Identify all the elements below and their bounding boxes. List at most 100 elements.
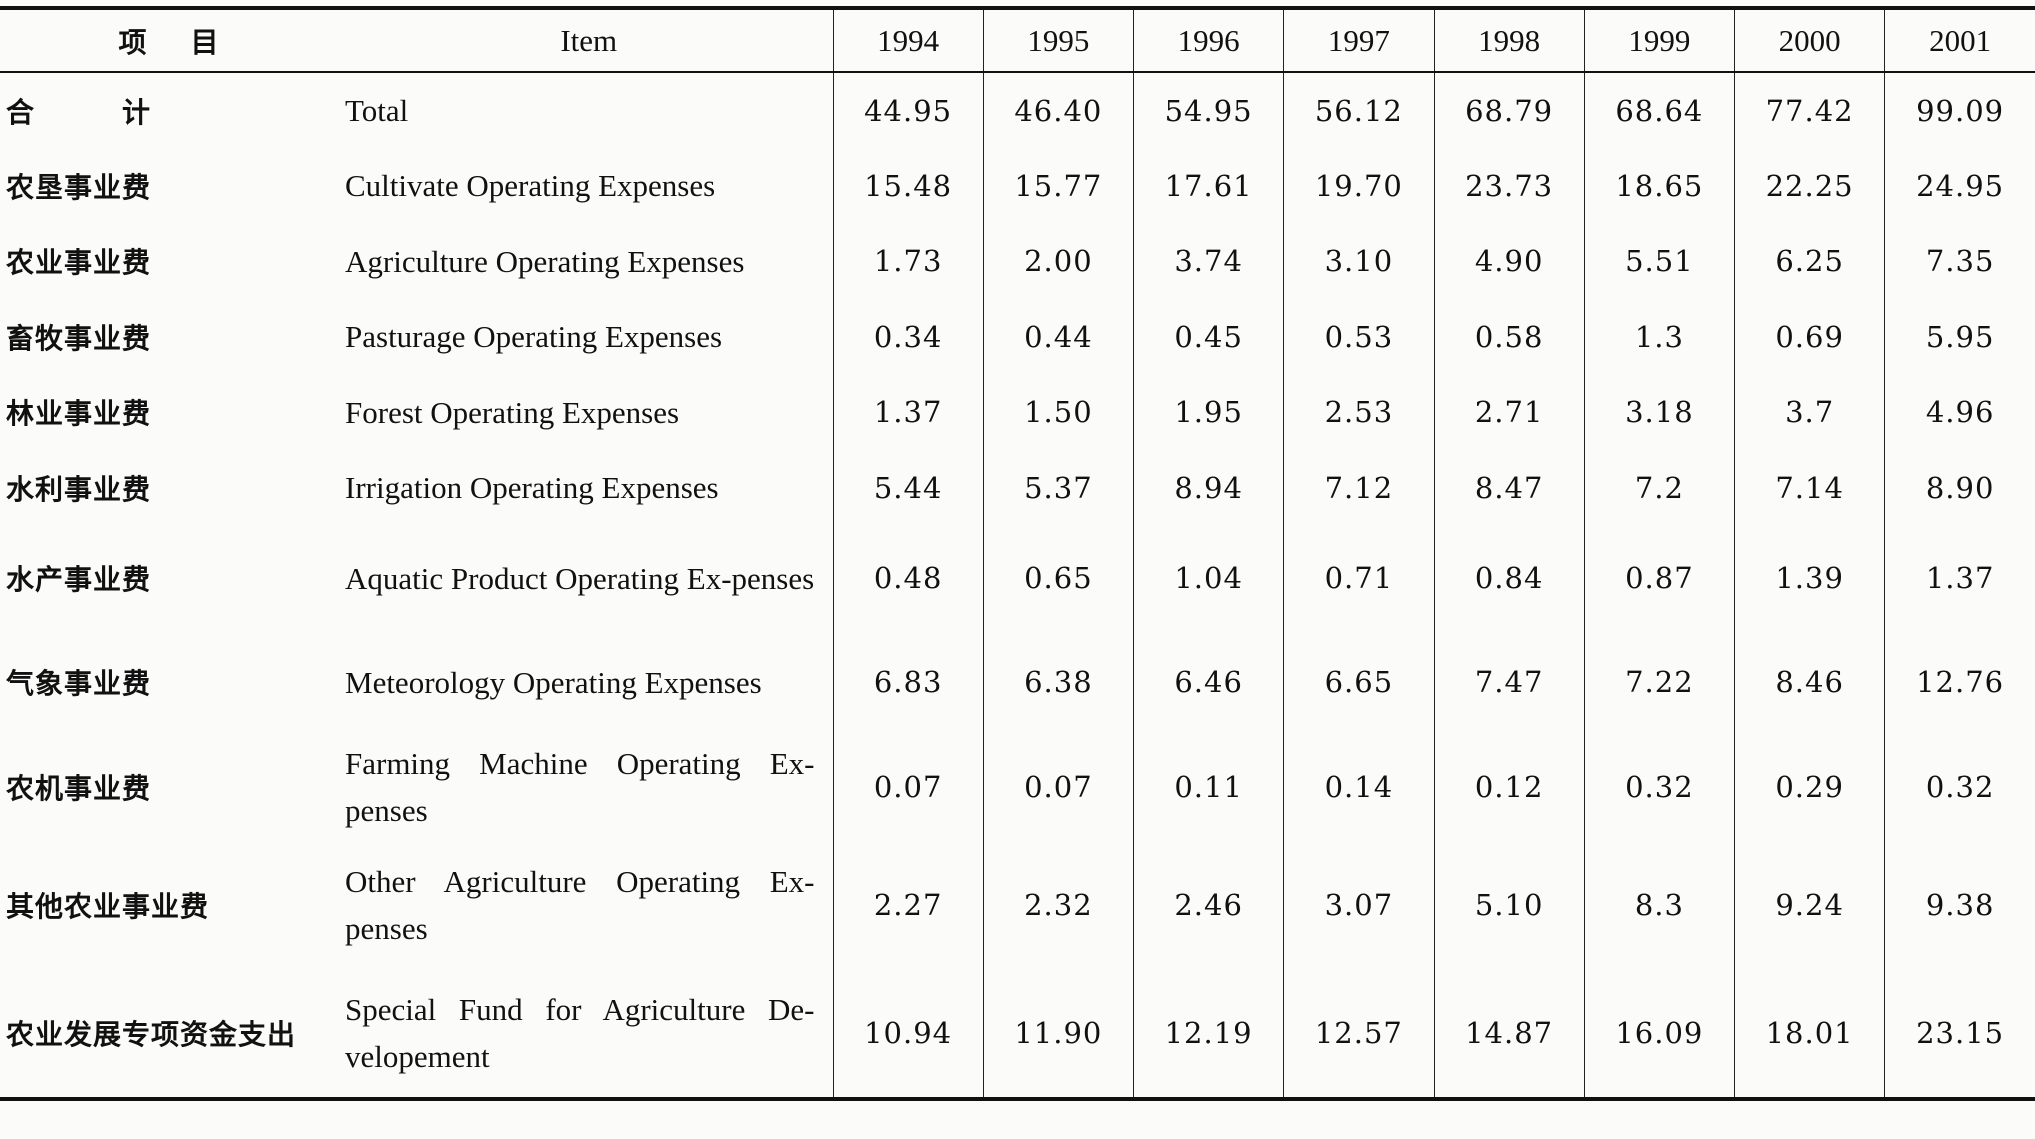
value-cell: 7.35	[1884, 223, 2035, 299]
row-en-label: Farming Machine Operating Ex-penses	[345, 746, 815, 828]
value-cell: 17.61	[1132, 148, 1284, 223]
value-cell: 7.22	[1583, 631, 1735, 733]
value-cell: 1.37	[1884, 525, 2035, 631]
value-cell: 0.32	[1583, 733, 1735, 841]
value-cell: 6.25	[1733, 223, 1885, 299]
value-cell: 15.77	[982, 148, 1134, 223]
row-zh-label: 畜牧事业费	[6, 321, 152, 355]
table-row: 合 计 Total 44.95 46.40 54.95 56.12 68.79 …	[0, 72, 2035, 148]
value-cell: 22.25	[1733, 148, 1885, 223]
value-cell: 0.48	[832, 525, 984, 631]
value-cell: 3.07	[1283, 841, 1434, 969]
value-cell: 2.71	[1433, 374, 1585, 450]
value-cell: 6.46	[1132, 631, 1284, 733]
value-cell: 8.47	[1433, 450, 1585, 525]
value-cell: 24.95	[1884, 148, 2035, 223]
row-zh-label: 其他农业事业费	[6, 890, 210, 923]
row-en-label: Other Agriculture Operating Ex-penses	[345, 864, 815, 946]
value-cell: 2.27	[832, 841, 984, 969]
value-cell: 1.50	[982, 374, 1134, 450]
header-year: 1995	[982, 6, 1134, 73]
value-cell: 0.44	[982, 299, 1134, 374]
value-cell: 0.34	[832, 299, 984, 374]
value-cell: 0.12	[1433, 733, 1585, 841]
value-cell: 18.65	[1583, 148, 1735, 223]
value-cell: 46.40	[982, 72, 1134, 148]
value-cell: 0.29	[1733, 733, 1885, 841]
value-cell: 68.64	[1583, 72, 1735, 148]
table-row: 农业发展专项资金支出 Special Fund for Agriculture …	[0, 969, 2035, 1101]
table-row: 林业事业费 Forest Operating Expenses 1.37 1.5…	[0, 374, 2035, 450]
value-cell: 1.39	[1733, 525, 1885, 631]
value-cell: 0.07	[832, 733, 984, 841]
value-cell: 54.95	[1132, 72, 1284, 148]
header-year: 1994	[832, 6, 984, 73]
value-cell: 3.10	[1283, 223, 1434, 299]
value-cell: 2.53	[1283, 374, 1434, 450]
header-year: 2000	[1733, 6, 1885, 73]
value-cell: 7.47	[1433, 631, 1585, 733]
table-row: 气象事业费 Meteorology Operating Expenses 6.8…	[0, 631, 2035, 733]
value-cell: 44.95	[832, 72, 984, 148]
expenses-table: 项 目 Item 1994 1995 1996 1997 1998 1999 2…	[0, 6, 2035, 1101]
row-zh-label: 水产事业费	[6, 563, 152, 596]
value-cell: 1.73	[832, 223, 984, 299]
value-cell: 5.95	[1884, 299, 2035, 374]
value-cell: 0.69	[1733, 299, 1885, 374]
value-cell: 9.24	[1733, 841, 1885, 969]
value-cell: 1.3	[1583, 299, 1735, 374]
row-en-label: Forest Operating Expenses	[345, 394, 680, 430]
value-cell: 12.76	[1884, 631, 2035, 733]
header-year: 2001	[1884, 6, 2035, 73]
value-cell: 8.94	[1132, 450, 1284, 525]
value-cell: 4.96	[1884, 374, 2035, 450]
value-cell: 19.70	[1283, 148, 1434, 223]
value-cell: 0.87	[1583, 525, 1735, 631]
table-row: 水产事业费 Aquatic Product Operating Ex-pense…	[0, 525, 2035, 631]
table-row: 农垦事业费 Cultivate Operating Expenses 15.48…	[0, 148, 2035, 223]
value-cell: 1.37	[832, 374, 984, 450]
row-en-label: Cultivate Operating Expenses	[345, 168, 716, 203]
header-year: 1999	[1583, 6, 1735, 73]
value-cell: 10.94	[832, 969, 984, 1101]
value-cell: 7.14	[1733, 450, 1885, 525]
table-row: 水利事业费 Irrigation Operating Expenses 5.44…	[0, 450, 2035, 525]
value-cell: 6.65	[1283, 631, 1434, 733]
value-cell: 5.44	[832, 450, 984, 525]
row-zh-label: 合 计	[6, 95, 181, 129]
value-cell: 0.65	[982, 525, 1134, 631]
value-cell: 6.83	[832, 631, 984, 733]
value-cell: 0.32	[1884, 733, 2035, 841]
value-cell: 18.01	[1733, 969, 1885, 1101]
value-cell: 8.3	[1583, 841, 1735, 969]
row-en-label: Irrigation Operating Expenses	[345, 470, 719, 505]
value-cell: 11.90	[982, 969, 1134, 1101]
value-cell: 0.14	[1283, 733, 1434, 841]
header-zh-item: 项 目	[0, 6, 345, 73]
value-cell: 16.09	[1583, 969, 1735, 1101]
value-cell: 5.10	[1433, 841, 1585, 969]
value-cell: 7.2	[1583, 450, 1735, 525]
row-en-label: Meteorology Operating Expenses	[345, 664, 762, 700]
row-en-label: Agriculture Operating Expenses	[345, 243, 745, 279]
table-row: 畜牧事业费 Pasturage Operating Expenses 0.34 …	[0, 299, 2035, 374]
value-cell: 0.71	[1283, 525, 1434, 631]
value-cell: 9.38	[1884, 841, 2035, 969]
table-row: 农机事业费 Farming Machine Operating Ex-pense…	[0, 733, 2035, 841]
value-cell: 12.19	[1132, 969, 1284, 1101]
row-en-label: Total	[345, 93, 409, 128]
header-row: 项 目 Item 1994 1995 1996 1997 1998 1999 2…	[0, 6, 2035, 73]
table-row: 其他农业事业费 Other Agriculture Operating Ex-p…	[0, 841, 2035, 969]
value-cell: 0.11	[1132, 733, 1284, 841]
value-cell: 99.09	[1884, 72, 2035, 148]
value-cell: 23.73	[1433, 148, 1585, 223]
value-cell: 0.45	[1132, 299, 1284, 374]
value-cell: 1.95	[1132, 374, 1284, 450]
row-zh-label: 农业事业费	[6, 246, 152, 279]
value-cell: 3.18	[1583, 374, 1735, 450]
row-en-label: Special Fund for Agriculture De-velopeme…	[345, 969, 833, 1101]
value-cell: 0.58	[1433, 299, 1585, 374]
header-year: 1996	[1132, 6, 1284, 73]
row-zh-label: 气象事业费	[6, 667, 152, 700]
